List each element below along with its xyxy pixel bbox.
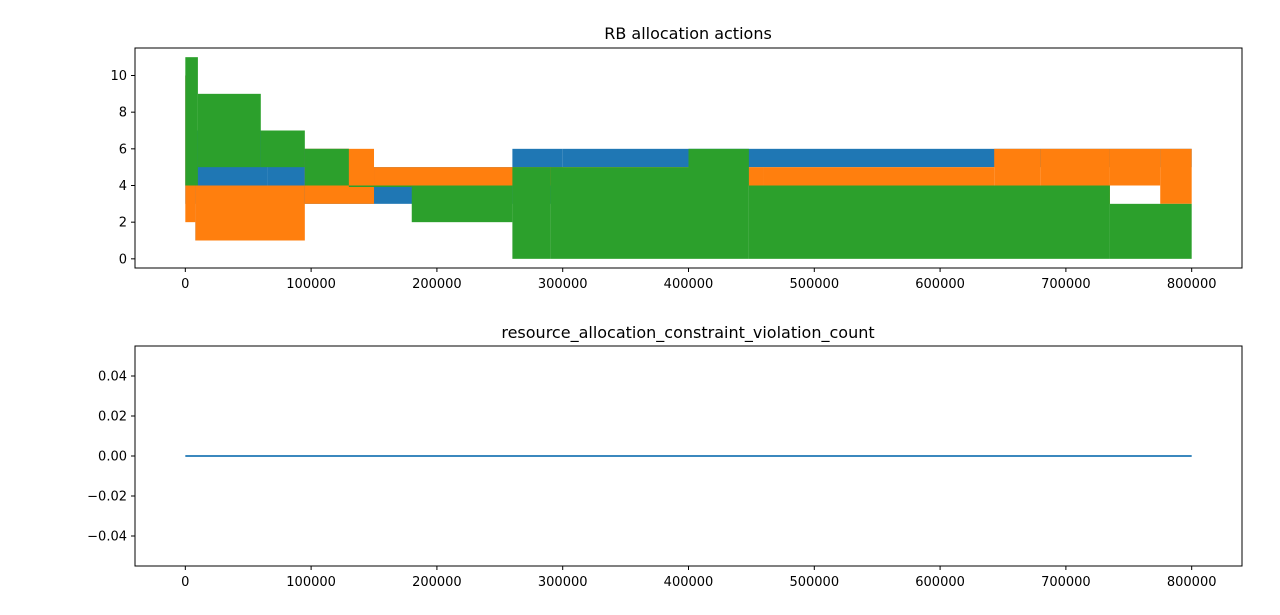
x-tick-label: 300000 [538,277,588,292]
series-band [994,148,1041,186]
x-tick-label: 300000 [538,575,588,590]
x-tick-label: 0 [181,575,189,590]
series-band [688,148,749,259]
series-band [1109,203,1192,259]
series-band [348,185,412,187]
y-tick-label: −0.04 [87,530,127,545]
series-band [197,93,261,168]
series-band [304,148,349,186]
y-tick-label: −0.02 [87,490,127,505]
series-band [195,185,305,241]
y-tick-label: 10 [110,69,127,84]
y-axis: 0 2 4 6 8 10 [110,69,135,267]
series-band [748,185,1110,259]
series-group [185,57,1192,259]
x-tick-label: 800000 [1167,277,1217,292]
series-band [260,130,305,168]
series-band [550,167,689,259]
x-tick-label: 400000 [664,277,714,292]
x-tick-label: 700000 [1041,277,1091,292]
y-axis: 0.04 0.02 0.00 −0.02 −0.04 [87,370,135,545]
series-band [1109,148,1161,186]
chart-title: RB allocation actions [604,24,772,43]
y-tick-label: 4 [119,179,127,194]
x-tick-label: 600000 [915,277,965,292]
x-tick-label: 100000 [286,277,336,292]
series-band [1160,148,1192,204]
series-band [512,167,551,259]
y-tick-label: 0.02 [98,410,127,425]
y-tick-label: 8 [119,106,127,121]
x-axis: 0 100000 200000 300000 400000 500000 600000 700… [181,566,1217,590]
series-band [763,167,995,186]
x-tick-label: 800000 [1167,575,1217,590]
x-tick-label: 400000 [664,575,714,590]
x-axis: 0 100000 200000 300000 400000 500000 600000 700… [181,268,1217,292]
series-3 [185,57,1192,259]
x-tick-label: 500000 [789,575,839,590]
series-band [185,57,198,186]
plot-constraint-violation-count: resource_allocation_constraint_violation… [87,323,1243,590]
y-tick-label: 2 [119,216,127,231]
y-tick-label: 0.00 [98,450,127,465]
y-tick-label: 0.04 [98,370,127,385]
x-tick-label: 600000 [915,575,965,590]
y-tick-label: 6 [119,142,127,157]
chart-title: resource_allocation_constraint_violation… [501,323,874,343]
x-tick-label: 200000 [412,575,462,590]
x-tick-label: 100000 [286,575,336,590]
y-tick-label: 0 [119,252,127,267]
x-tick-label: 500000 [789,277,839,292]
series-band [411,185,513,223]
x-tick-label: 700000 [1041,575,1091,590]
plot-rb-allocation-actions: RB allocation actions 0 100000 200000 30000… [110,24,1243,292]
x-tick-label: 0 [181,277,189,292]
x-tick-label: 200000 [412,277,462,292]
